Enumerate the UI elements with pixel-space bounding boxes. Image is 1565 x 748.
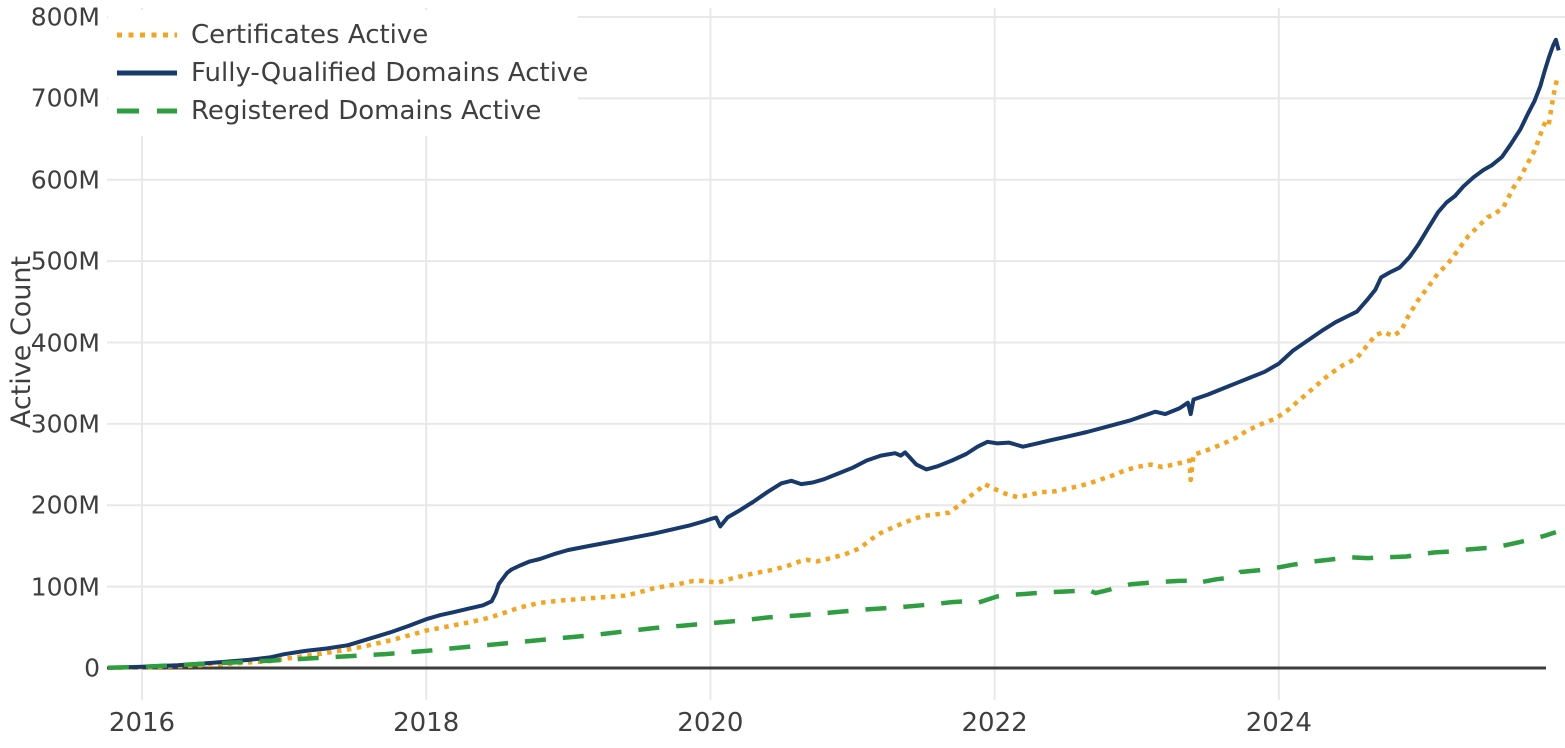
y-axis-tick-label: 700M <box>30 83 100 113</box>
y-axis-tick-label: 100M <box>30 572 100 602</box>
legend-item-label: Fully-Qualified Domains Active <box>191 58 589 88</box>
legend-line-swatch-icon <box>117 32 177 38</box>
y-axis-tick-label: 300M <box>30 409 100 439</box>
y-axis-tick-label: 400M <box>30 328 100 357</box>
legend-item[interactable]: Certificates Active <box>116 16 578 54</box>
y-axis-tick-label: 600M <box>30 165 100 195</box>
y-axis-tick-label: 800M <box>30 2 100 32</box>
legend-item[interactable]: Fully-Qualified Domains Active <box>116 54 588 92</box>
x-axis-tick-label: 2016 <box>108 708 176 738</box>
series-line-certificates-active <box>107 77 1560 671</box>
y-axis-tick-label: 500M <box>30 246 100 276</box>
legend-line-swatch-icon <box>117 70 177 76</box>
x-axis-tick-label: 2018 <box>393 708 460 738</box>
legend-item[interactable]: Registered Domains Active <box>116 92 578 130</box>
x-axis-tick-label: 2020 <box>677 708 744 738</box>
legend: Certificates Active Fully-Qualified Domai… <box>108 10 588 136</box>
x-axis-tick-label: 2024 <box>1245 708 1312 738</box>
y-axis-tick-label: 200M <box>30 490 100 520</box>
legend-line-swatch-icon <box>117 108 177 114</box>
legend-item-label: Certificates Active <box>191 20 429 50</box>
y-axis-tick-label: 0 <box>84 653 100 683</box>
x-axis-tick-label: 2022 <box>961 708 1028 738</box>
legend-item-label: Registered Domains Active <box>191 96 542 126</box>
series-line-fully-qualified-domains-active <box>107 37 1561 670</box>
